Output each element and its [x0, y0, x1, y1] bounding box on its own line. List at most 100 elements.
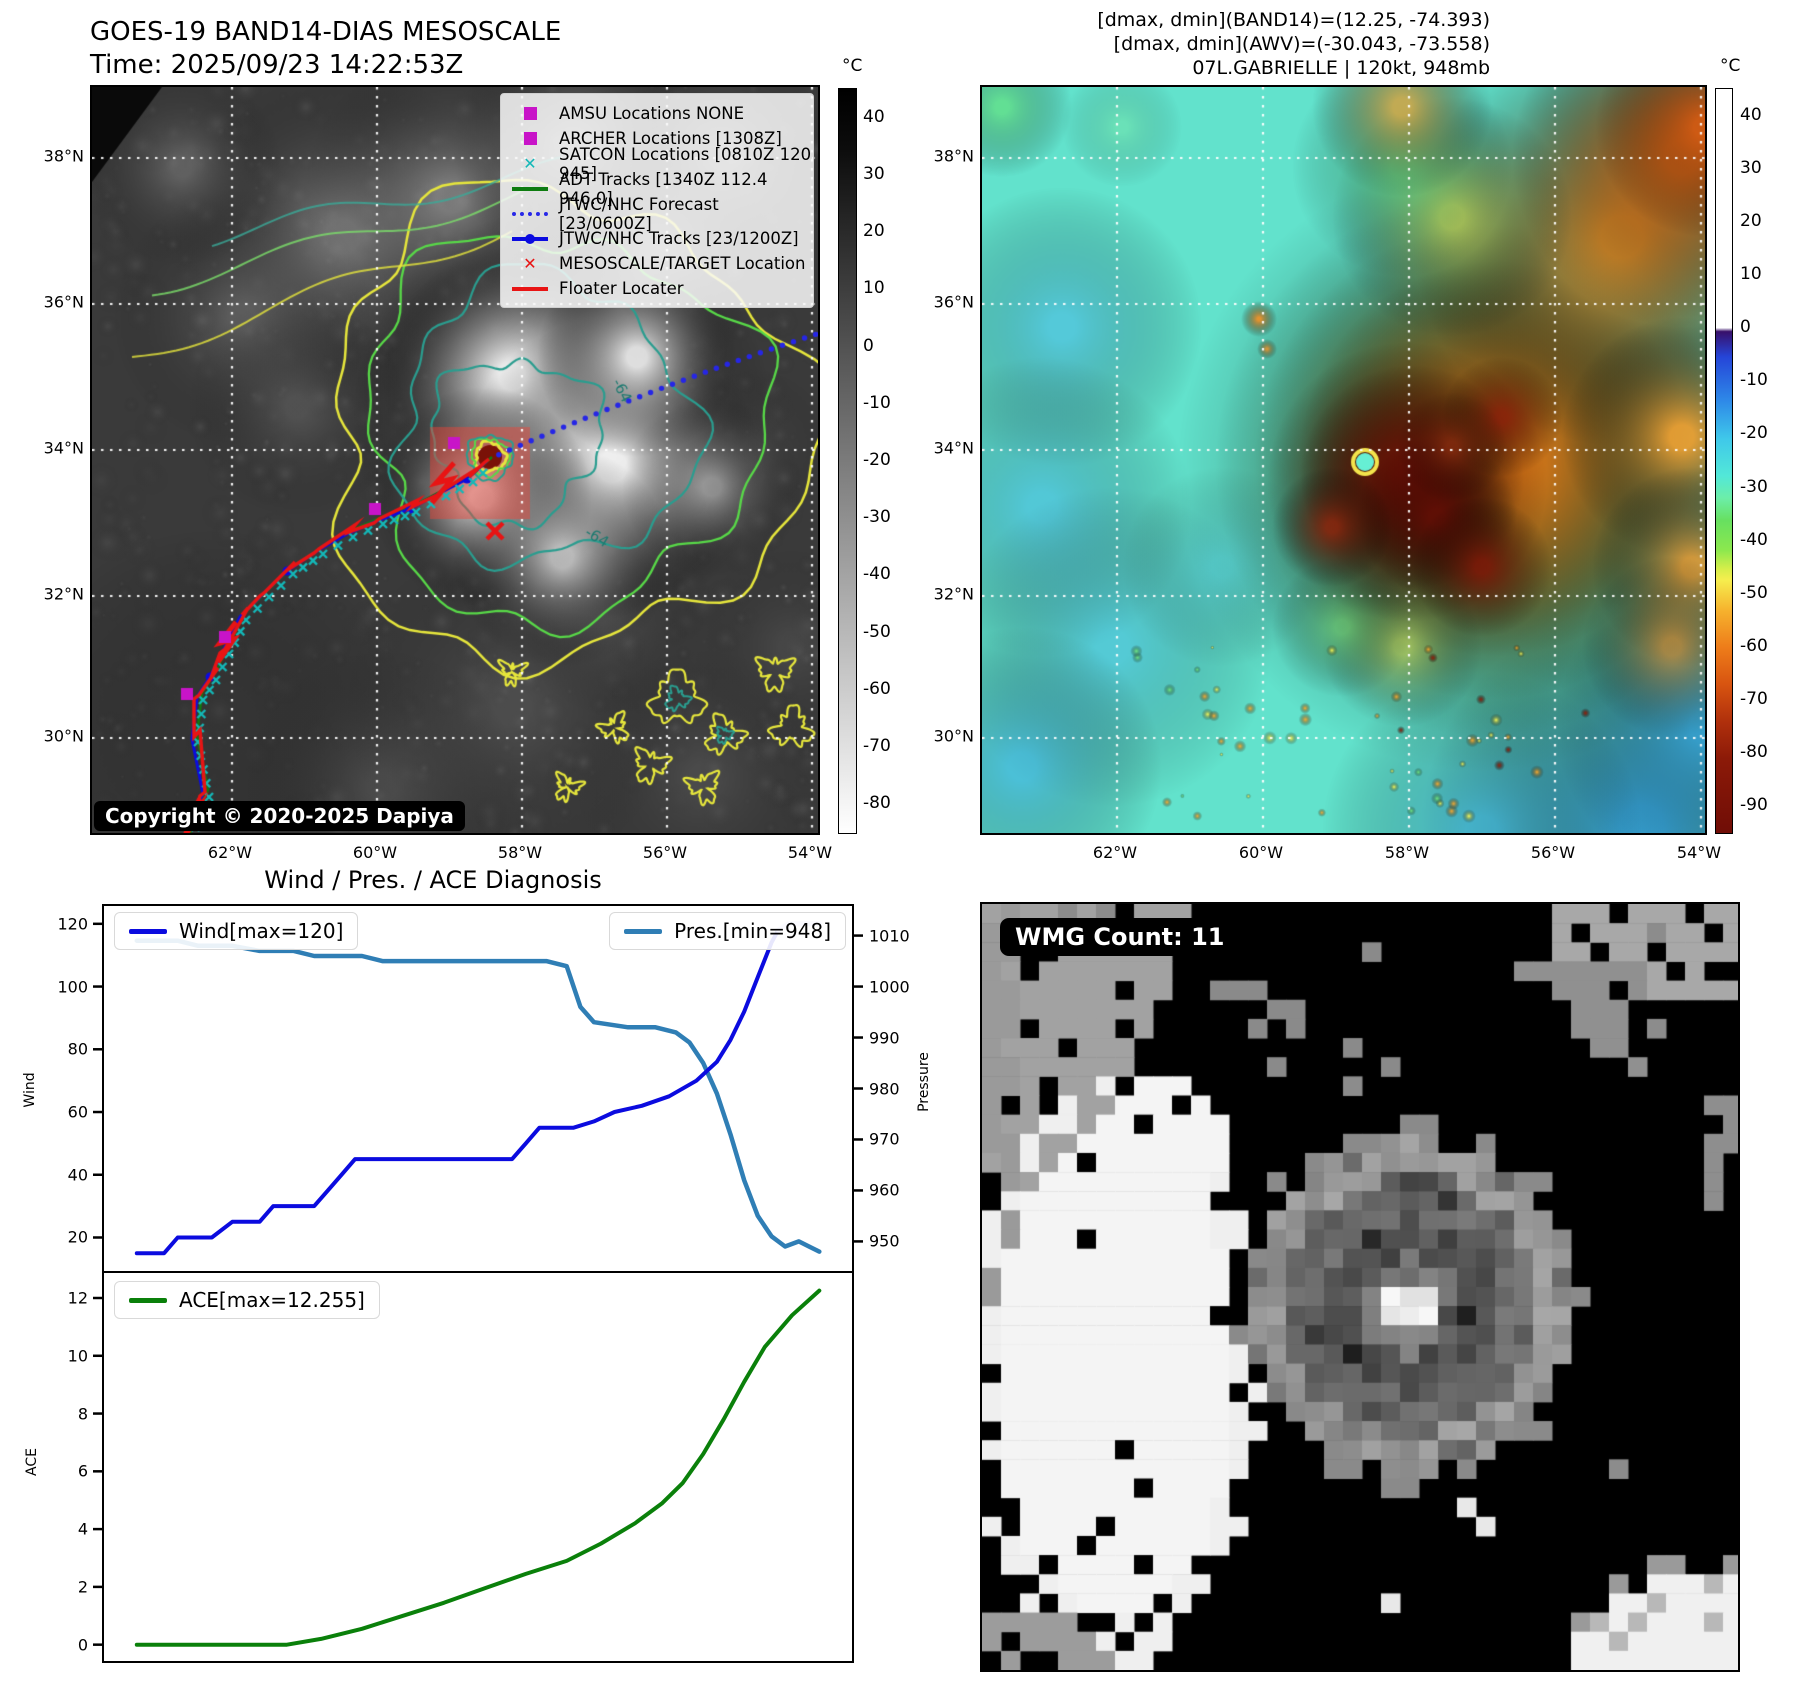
awv-panel-header: [dmax, dmin](BAND14)=(12.25, -74.393) [d… — [700, 8, 1490, 80]
map-legend-item: JTWC/NHC Forecast [23/0600Z] — [501, 195, 813, 233]
awv-colorbar-tick: -50 — [1740, 582, 1768, 603]
map-legend-item: AMSU Locations NONE — [501, 101, 813, 126]
band14-colorbar-tick: 0 — [863, 335, 874, 356]
dmax-dmin-awv: [dmax, dmin](AWV)=(-30.043, -73.558) — [1113, 33, 1490, 55]
lon-tick-label: 62°W — [207, 843, 253, 862]
band14-colorbar-tick: -50 — [863, 621, 891, 642]
dotted-line-marker-icon — [501, 211, 559, 216]
line-marker-icon — [501, 186, 559, 191]
pressure-ytick-label: 1000 — [869, 977, 910, 997]
ace-ytick-label: 0 — [77, 1635, 88, 1655]
map-legend-label: ADT Tracks [1340Z 112.4 946.0] — [559, 169, 768, 208]
band14-colorbar-tick: -80 — [863, 793, 891, 814]
awv-colorbar — [1715, 88, 1733, 834]
ace-legend-label: ACE[max=12.255] — [179, 1288, 365, 1312]
band14-colorbar-tick: -40 — [863, 564, 891, 585]
awv-colorbar-tick: 0 — [1740, 317, 1751, 338]
copyright-badge: Copyright © 2020-2025 Dapiya — [94, 801, 465, 831]
ace-ytick-label: 8 — [77, 1404, 88, 1424]
pressure-legend-swatch — [624, 928, 663, 934]
ace-ytick-label: 2 — [77, 1577, 88, 1597]
square-marker-icon — [501, 107, 559, 120]
band14-map-legend: AMSU Locations NONE ARCHER Locations [130… — [500, 93, 814, 308]
band14-time-line: Time: 2025/09/23 14:22:53Z — [90, 50, 464, 80]
band14-colorbar-tick: 30 — [863, 163, 885, 184]
map-legend-label: JTWC/NHC Forecast [23/0600Z] — [559, 194, 719, 233]
band14-colorbar — [838, 88, 857, 834]
ace-ytick-label: 6 — [77, 1461, 88, 1481]
x-marker-icon: ✕ — [523, 254, 537, 273]
map-legend-item: Floater Locater — [501, 276, 813, 301]
wind-ytick-label: 120 — [57, 914, 88, 934]
wind-ytick-label: 100 — [57, 977, 88, 997]
pressure-ytick-label: 980 — [869, 1079, 900, 1098]
map-legend-item: ✕ MESOSCALE/TARGET Location — [501, 251, 813, 276]
band14-title-line: GOES-19 BAND14-DIAS MESOSCALE — [90, 17, 562, 47]
awv-colorbar-tick: 30 — [1740, 157, 1762, 178]
ace-axis-label: ACE — [24, 1448, 40, 1476]
band14-colorbar-tick: -10 — [863, 392, 891, 413]
awv-colorbar-tick: -30 — [1740, 476, 1768, 497]
map-legend-label: AMSU Locations NONE — [559, 104, 745, 123]
band14-colorbar-tick: -20 — [863, 450, 891, 470]
awv-colorbar-unit: °C — [1720, 56, 1741, 76]
wmg-count-badge: WMG Count: 11 — [1000, 918, 1240, 956]
wind-ytick-label: 60 — [67, 1102, 88, 1122]
lat-tick-label: 34°N — [43, 438, 84, 458]
awv-colorbar-tick: -20 — [1740, 423, 1768, 444]
map-legend-label: JTWC/NHC Tracks [23/1200Z] — [559, 229, 799, 248]
ace-ytick-label: 4 — [77, 1519, 88, 1539]
map-legend-label: ARCHER Locations [1308Z] — [559, 129, 782, 148]
lat-tick-label: 34°N — [933, 438, 974, 458]
awv-colorbar-tick: -40 — [1740, 529, 1768, 550]
lon-tick-label: 58°W — [497, 843, 543, 862]
awv-colorbar-tick: 20 — [1740, 210, 1762, 231]
band14-panel-title: GOES-19 BAND14-DIAS MESOSCALE Time: 2025… — [90, 16, 561, 82]
pressure-legend-label: Pres.[min=948] — [674, 919, 831, 943]
lat-tick-label: 38°N — [43, 146, 84, 166]
band14-colorbar-unit: °C — [842, 56, 863, 76]
awv-colorbar-tick: 10 — [1740, 264, 1762, 284]
wind-ytick-label: 20 — [67, 1227, 88, 1247]
line-dot-marker-icon — [501, 233, 559, 244]
ace-ytick-label: 12 — [67, 1288, 88, 1308]
lon-tick-label: 58°W — [1384, 843, 1430, 862]
awv-colorbar-tick: -60 — [1740, 636, 1768, 656]
awv-colorbar-tick: 40 — [1740, 104, 1762, 125]
map-legend-item: ✕ SATCON Locations [0810Z 120 945] — [501, 145, 813, 183]
lon-tick-label: 54°W — [1676, 843, 1722, 862]
ace-legend-swatch — [129, 1297, 167, 1303]
awv-colorbar-tick: -70 — [1740, 689, 1768, 710]
lat-tick-label: 30°N — [43, 726, 84, 746]
lon-tick-label: 60°W — [1238, 843, 1284, 862]
map-legend-label: Floater Locater — [559, 279, 684, 298]
band14-colorbar-tick: 10 — [863, 278, 885, 299]
awv-colorbar-tick: -80 — [1740, 742, 1768, 763]
lat-tick-label: 32°N — [933, 584, 974, 604]
wind-legend: Wind[max=120] — [114, 912, 359, 950]
storm-identity: 07L.GABRIELLE | 120kt, 948mb — [1192, 57, 1490, 79]
wind-legend-swatch — [129, 928, 167, 934]
wind-legend-label: Wind[max=120] — [179, 919, 344, 943]
band14-colorbar-tick: 20 — [863, 221, 885, 242]
wind-axis-label: Wind — [22, 1072, 38, 1108]
pressure-axis-label: Pressure — [916, 1052, 932, 1112]
map-legend-item: ADT Tracks [1340Z 112.4 946.0] — [501, 170, 813, 208]
lon-tick-label: 56°W — [642, 843, 688, 862]
lon-tick-label: 62°W — [1092, 843, 1138, 862]
wind-ytick-label: 80 — [67, 1039, 88, 1059]
band14-colorbar-tick: -70 — [863, 736, 891, 757]
x-marker-icon: ✕ — [523, 154, 537, 173]
diagnosis-title: Wind / Pres. / ACE Diagnosis — [264, 866, 602, 894]
lat-tick-label: 30°N — [933, 726, 974, 746]
pressure-legend: Pres.[min=948] — [609, 912, 846, 950]
square-marker-icon — [501, 132, 559, 145]
lat-tick-label: 36°N — [43, 292, 84, 312]
lon-tick-label: 54°W — [787, 843, 833, 862]
pressure-ytick-label: 1010 — [869, 926, 910, 946]
lon-tick-label: 56°W — [1530, 843, 1576, 862]
wind-ytick-label: 40 — [67, 1165, 88, 1185]
band14-colorbar-tick: -30 — [863, 507, 891, 528]
line-marker-icon — [501, 286, 559, 291]
